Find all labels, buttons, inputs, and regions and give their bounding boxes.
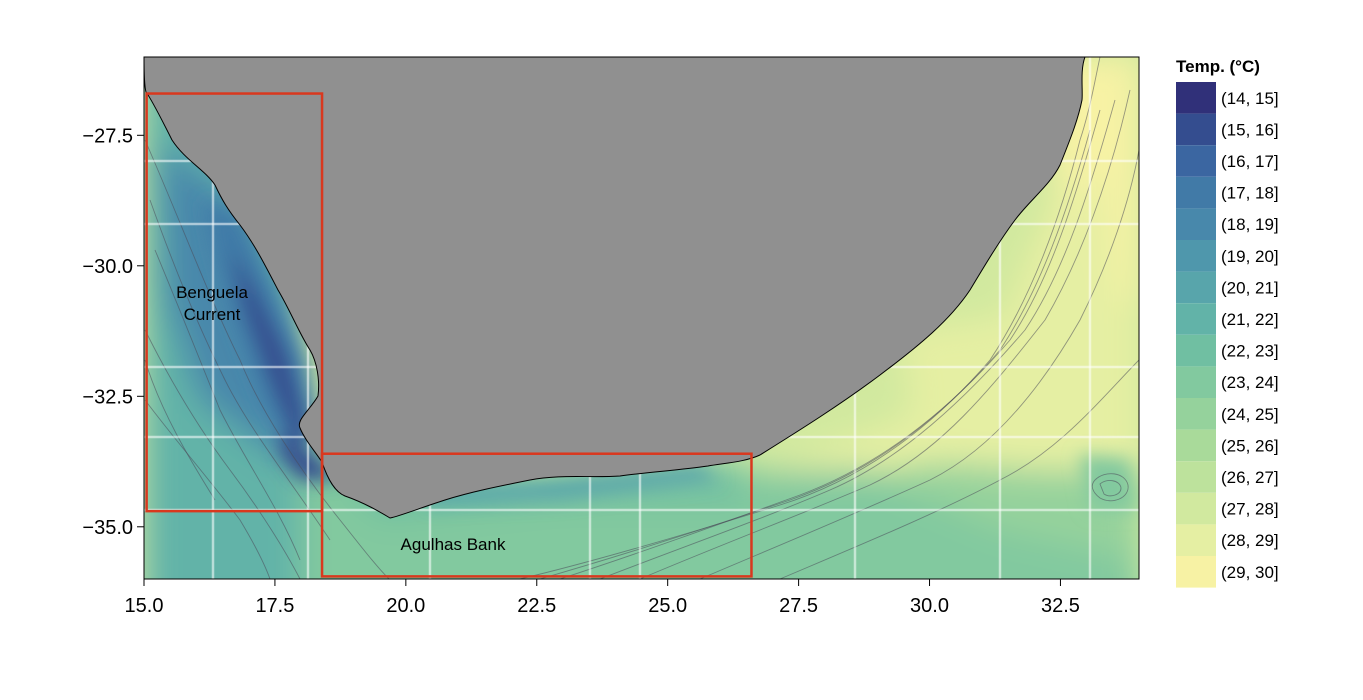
region-label: Benguela bbox=[176, 283, 248, 302]
legend-label: (26, 27] bbox=[1221, 468, 1279, 487]
legend-label: (25, 26] bbox=[1221, 436, 1279, 455]
region-label: Agulhas Bank bbox=[401, 535, 506, 554]
legend-label: (18, 19] bbox=[1221, 215, 1279, 234]
x-tick-label: 32.5 bbox=[1041, 595, 1080, 617]
agulhas-region-box bbox=[320, 452, 753, 578]
map-panel: Benguela Current Agulhas Bank bbox=[143, 56, 1140, 580]
legend-label: (29, 30] bbox=[1221, 563, 1279, 582]
legend-label: (21, 22] bbox=[1221, 310, 1279, 329]
legend-swatch bbox=[1176, 271, 1216, 304]
legend-swatch bbox=[1176, 524, 1216, 556]
y-tick-label: −35.0 bbox=[82, 517, 133, 539]
legend-label: (15, 16] bbox=[1221, 120, 1279, 139]
legend-label: (19, 20] bbox=[1221, 247, 1279, 266]
legend-swatch bbox=[1176, 366, 1216, 398]
x-tick-label: 27.5 bbox=[779, 595, 818, 617]
legend-swatch bbox=[1176, 461, 1216, 493]
legend-swatch bbox=[1176, 176, 1216, 209]
x-tick-label: 15.0 bbox=[125, 595, 164, 617]
legend-swatch bbox=[1176, 303, 1216, 335]
legend-label: (22, 23] bbox=[1221, 342, 1279, 361]
region-boxes bbox=[145, 92, 753, 578]
x-tick-label: 25.0 bbox=[648, 595, 687, 617]
legend-title: Temp. (°C) bbox=[1176, 57, 1260, 76]
x-tick-label: 17.5 bbox=[255, 595, 294, 617]
map-panel-frame bbox=[143, 56, 1140, 580]
region-labels: Benguela Current Agulhas Bank bbox=[176, 283, 506, 554]
legend-swatch bbox=[1176, 145, 1216, 177]
legend-label: (17, 18] bbox=[1221, 184, 1279, 203]
legend-swatch bbox=[1176, 334, 1216, 367]
x-tick-label: 30.0 bbox=[910, 595, 949, 617]
y-axis: −27.5 −30.0 −32.5 −35.0 bbox=[82, 125, 144, 539]
x-tick-label: 20.0 bbox=[386, 595, 425, 617]
legend-label: (23, 24] bbox=[1221, 373, 1279, 392]
y-tick-label: −32.5 bbox=[82, 386, 133, 408]
region-label: Current bbox=[184, 305, 241, 324]
benguela-region-box bbox=[145, 92, 324, 513]
legend-swatch bbox=[1176, 429, 1216, 462]
legend-swatch bbox=[1176, 556, 1216, 588]
legend-label: (16, 17] bbox=[1221, 152, 1279, 171]
sea-temperature-field bbox=[144, 57, 1139, 579]
x-axis: 15.0 17.5 20.0 22.5 25.0 27.5 30.0 32.5 bbox=[125, 579, 1080, 617]
legend-swatch bbox=[1176, 82, 1216, 114]
legend-label: (27, 28] bbox=[1221, 500, 1279, 519]
y-tick-label: −30.0 bbox=[82, 256, 133, 278]
legend-swatch bbox=[1176, 492, 1216, 525]
temperature-legend: Temp. (°C) (14, 15] (15, 16] (16, 17] (17, … bbox=[1176, 57, 1279, 588]
legend-swatch bbox=[1176, 398, 1216, 430]
legend-label: (28, 29] bbox=[1221, 531, 1279, 550]
y-tick-label: −27.5 bbox=[82, 125, 133, 147]
legend-label: (24, 25] bbox=[1221, 405, 1279, 424]
southern-africa-land bbox=[144, 57, 1086, 519]
legend-swatch bbox=[1176, 208, 1216, 240]
x-tick-label: 22.5 bbox=[517, 595, 556, 617]
legend-label: (20, 21] bbox=[1221, 278, 1279, 297]
legend-label: (14, 15] bbox=[1221, 89, 1279, 108]
legend-swatch bbox=[1176, 113, 1216, 146]
legend-swatch bbox=[1176, 240, 1216, 272]
